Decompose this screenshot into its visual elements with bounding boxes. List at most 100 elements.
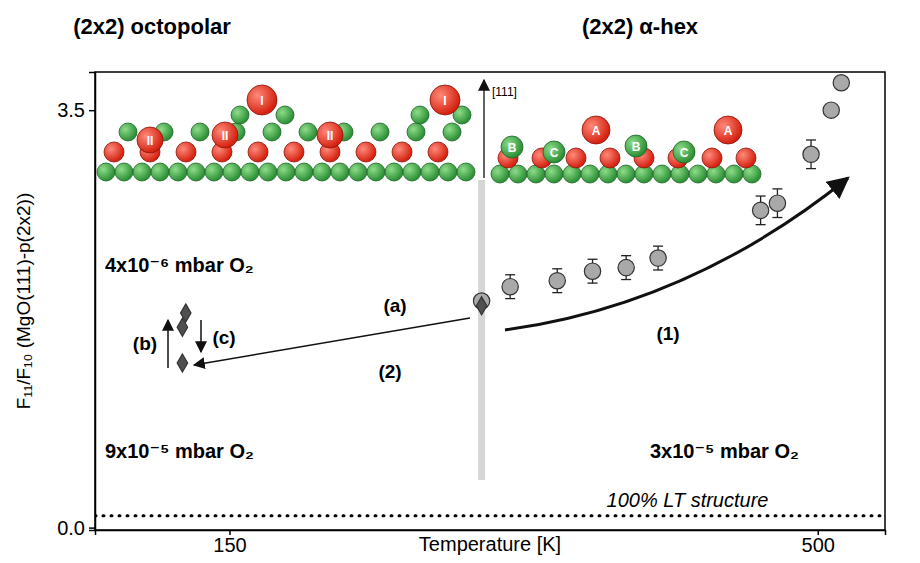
atom xyxy=(191,123,209,141)
atom xyxy=(313,163,331,181)
error-bar-cap xyxy=(621,279,631,280)
process-arrow xyxy=(200,320,202,352)
structure-label: II xyxy=(327,129,334,143)
atom xyxy=(231,106,249,124)
atom xyxy=(443,123,461,141)
data-point xyxy=(177,354,187,372)
process-arrow xyxy=(167,320,169,368)
atom xyxy=(673,141,695,163)
error-bar-cap xyxy=(588,282,598,283)
atom xyxy=(617,165,635,183)
atom xyxy=(702,148,722,168)
atom xyxy=(115,163,133,181)
atom xyxy=(625,135,647,157)
annotation: (b) xyxy=(133,333,157,354)
structure-label: B xyxy=(508,141,517,155)
atom xyxy=(151,163,169,181)
x-axis: 150500 xyxy=(96,530,886,556)
atom xyxy=(299,123,317,141)
annotation: (a) xyxy=(383,295,406,316)
x-tick-label: 500 xyxy=(802,534,835,556)
error-bar-cap xyxy=(806,139,816,140)
annotation: (2) xyxy=(378,361,401,382)
atom xyxy=(689,165,707,183)
plot-frame xyxy=(95,72,885,530)
y-tick-mark xyxy=(89,110,95,112)
structure-label: B xyxy=(632,140,641,154)
atom xyxy=(411,106,429,124)
error-bar-cap xyxy=(772,217,782,218)
atom xyxy=(187,163,205,181)
data-point xyxy=(823,102,839,118)
atom xyxy=(263,123,281,141)
y-tick: 3.5 xyxy=(57,99,95,121)
structure-label: I xyxy=(260,94,263,108)
error-bar-cap xyxy=(621,255,631,256)
y-tick: 0.0 xyxy=(57,517,95,539)
atom xyxy=(736,148,756,168)
atom xyxy=(403,163,421,181)
atom xyxy=(356,142,376,162)
atom xyxy=(284,142,304,162)
atom xyxy=(104,142,124,162)
atom xyxy=(600,148,620,168)
structure-label: II xyxy=(222,129,229,143)
chart-svg: (2x2) octopolar(2x2) α-hex1505000.03.5Te… xyxy=(0,0,920,563)
atom xyxy=(223,163,241,181)
atom xyxy=(349,163,367,181)
error-bar-cap xyxy=(653,269,663,270)
structure-label: A xyxy=(592,124,601,138)
atom xyxy=(137,127,163,153)
y-tick-label: 0.0 xyxy=(57,517,85,539)
atom xyxy=(169,163,187,181)
x-axis-title: Temperature [K] xyxy=(419,533,561,555)
annotation: (1) xyxy=(656,323,679,344)
atom xyxy=(241,163,259,181)
atom xyxy=(725,165,743,183)
atom xyxy=(276,106,294,124)
error-bar-cap xyxy=(772,188,782,189)
atom xyxy=(371,123,389,141)
series xyxy=(177,297,487,372)
data-point xyxy=(769,195,785,211)
atom xyxy=(501,136,523,158)
atom xyxy=(259,163,277,181)
atom xyxy=(205,163,223,181)
atom xyxy=(582,116,610,144)
atom xyxy=(421,163,439,181)
atom xyxy=(133,163,151,181)
structure-label: II xyxy=(147,134,154,148)
y-axis-title: F₁₁/F₁₀ (MgO(111)-p(2x2)) xyxy=(13,193,34,409)
data-point xyxy=(476,297,486,315)
plot-area xyxy=(95,75,885,516)
error-bar-cap xyxy=(756,224,766,225)
process-arrow xyxy=(505,178,848,330)
atom xyxy=(119,123,137,141)
series xyxy=(473,75,849,310)
panel-header: (2x2) octopolar xyxy=(73,14,231,39)
structure-label: A xyxy=(724,124,733,138)
atom xyxy=(367,163,385,181)
data-point xyxy=(650,250,666,266)
atom xyxy=(457,163,475,181)
annotation: [111] xyxy=(492,85,517,99)
atom xyxy=(392,142,412,162)
atom xyxy=(176,142,196,162)
atom xyxy=(714,116,742,144)
annotation: 4x10⁻⁶ mbar O₂ xyxy=(105,254,254,276)
atom xyxy=(430,85,460,115)
atom xyxy=(277,163,295,181)
y-tick-label: 3.5 xyxy=(57,99,85,121)
data-point xyxy=(502,279,518,295)
data-point xyxy=(584,263,600,279)
chart-container: (2x2) octopolar(2x2) α-hex1505000.03.5Te… xyxy=(0,0,920,563)
atom xyxy=(385,163,403,181)
atom xyxy=(581,165,599,183)
atom xyxy=(212,122,238,148)
atom xyxy=(653,165,671,183)
data-point xyxy=(618,259,634,275)
reference-label: 100% LT structure xyxy=(607,489,769,511)
atom xyxy=(545,165,563,183)
structure-label: C xyxy=(550,146,559,160)
reference-line xyxy=(95,514,885,517)
